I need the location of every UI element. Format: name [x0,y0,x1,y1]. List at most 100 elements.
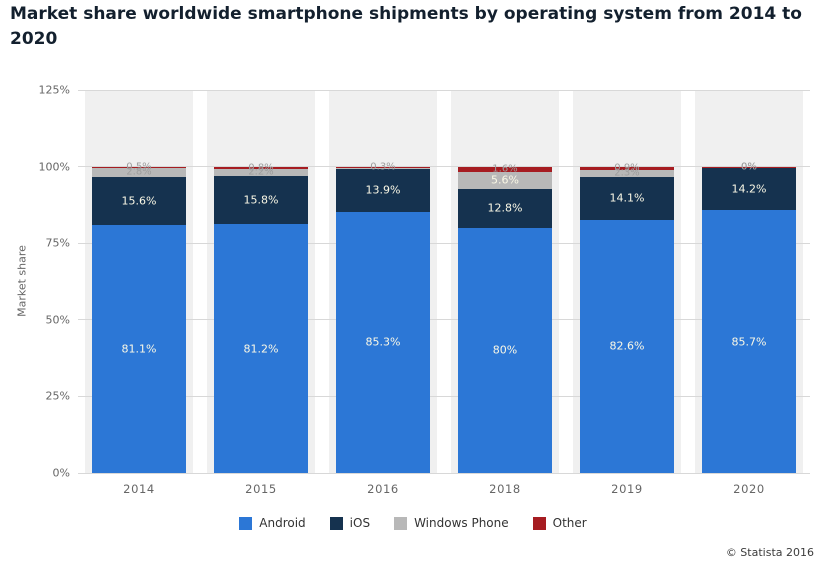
bar-segment-windows-phone-2018: 5.6% [457,171,553,189]
y-axis-tick: 125% [38,83,70,97]
gridline [78,395,810,397]
legend-label: Windows Phone [414,516,509,530]
x-axis-label: 2019 [611,482,643,496]
bar-stack: 81.1% 15.6% 2.8% 0.5% [91,90,187,473]
bar-segment-windows-phone-2016 [335,167,431,170]
legend-item-windows-phone: Windows Phone [394,516,509,530]
bar-segment-windows-phone-2014: 2.8% [91,167,187,178]
bar-segment-ios-2014: 15.6% [91,176,187,225]
value-label: 0% [741,161,757,173]
column: 80% 12.8% 5.6% 1.6% [444,90,566,473]
gridline [78,319,810,321]
bar-segment-android-2014: 81.1% [91,224,187,473]
column-band: 80% 12.8% 5.6% 1.6% [450,90,560,473]
gridline [78,89,810,91]
legend-item-android: Android [239,516,306,530]
value-label: 15.8% [243,193,279,207]
columns: 81.1% 15.6% 2.8% 0.5% 81.2% 15.8% 2.2% 0.8% 85.3… [78,90,810,473]
bar-segment-ios-2019: 14.1% [579,176,675,220]
legend-label: Android [259,516,306,530]
y-axis-tick: 100% [38,160,70,174]
column-band: 81.1% 15.6% 2.8% 0.5% [84,90,194,473]
copyright: © Statista 2016 [725,546,814,559]
bar-segment-other-2019: 0.9% [579,163,675,174]
value-label: 15.6% [121,194,157,208]
value-label: 0.5% [126,161,152,173]
bar-segment-ios-2020: 14.2% [701,166,797,211]
value-label: 14.2% [731,182,767,196]
legend-swatch [239,516,253,530]
value-label: 81.1% [121,342,157,356]
gridline [78,242,810,244]
x-axis-label: 2020 [733,482,765,496]
legend: Android iOS Windows Phone Other [0,516,826,530]
value-label: 0% [741,161,757,173]
chart-title: Market share worldwide smartphone shipme… [10,4,802,49]
column: 81.1% 15.6% 2.8% 0.5% [78,90,200,473]
gridline [78,166,810,168]
value-label: 2.2% [248,166,274,178]
bar-segment-android-2016: 85.3% [335,211,431,473]
y-axis-tick: 25% [45,389,70,403]
y-axis: 0% 25% 50% 75% 100% 125% [0,84,70,480]
gridline [78,472,810,474]
bar-segment-windows-phone-2015: 2.2% [213,166,309,178]
legend-item-other: Other [532,516,587,530]
column: 82.6% 14.1% 2.3% 0.9% [566,90,688,473]
bar-segment-other-2018: 1.6% [457,163,553,175]
value-label: 2.3% [614,167,640,179]
value-label: 85.7% [731,335,767,349]
bar-segment-ios-2016: 13.9% [335,169,431,212]
value-label: 82.6% [609,339,645,353]
bar-segment-android-2019: 82.6% [579,219,675,473]
value-label: 0.8% [248,162,274,174]
bar-segment-other-2015: 0.8% [213,162,309,173]
bar-stack: 85.3% 13.9% 0.3% [335,90,431,473]
bar-segment-android-2018: 80% [457,227,553,473]
value-label: 0.3% [370,161,396,173]
bar-stack: 85.7% 14.2% 0% 0% [701,90,797,473]
y-axis-tick: 0% [52,466,70,480]
value-label: 85.3% [365,335,401,349]
column: 81.2% 15.8% 2.2% 0.8% [200,90,322,473]
y-axis-tick: 50% [45,313,70,327]
value-label: 12.8% [487,201,523,215]
bar-stack: 82.6% 14.1% 2.3% 0.9% [579,90,675,473]
legend-label: Other [552,516,587,530]
column-band: 85.3% 13.9% 0.3% [328,90,438,473]
value-label: 0.9% [614,162,640,174]
value-label: 80% [492,343,518,357]
x-axis-label: 2018 [489,482,521,496]
column: 85.7% 14.2% 0% 0% [688,90,810,473]
bar-segment-windows-phone-2019: 2.3% [579,167,675,179]
column-band: 81.2% 15.8% 2.2% 0.8% [206,90,316,473]
legend-swatch [532,516,546,530]
x-axis: 2014 2015 2016 2018 2019 2020 [78,482,810,496]
value-label: 1.6% [492,163,518,175]
x-axis-label: 2016 [367,482,399,496]
value-label: 5.6% [491,173,519,187]
bar-segment-ios-2015: 15.8% [213,175,309,225]
bar-segment-android-2020: 85.7% [701,210,797,473]
x-axis-label: 2014 [123,482,155,496]
legend-item-ios: iOS [329,516,371,530]
bar-stack: 81.2% 15.8% 2.2% 0.8% [213,90,309,473]
x-axis-label: 2015 [245,482,277,496]
bar-segment-android-2015: 81.2% [213,224,309,473]
value-label: 13.9% [365,183,401,197]
plot-area: 81.1% 15.6% 2.8% 0.5% 81.2% 15.8% 2.2% 0.8% 85.3… [78,89,810,474]
column-band: 82.6% 14.1% 2.3% 0.9% [572,90,682,473]
bar-segment-ios-2018: 12.8% [457,188,553,228]
column: 85.3% 13.9% 0.3% [322,90,444,473]
value-label: 81.2% [243,342,279,356]
value-label: 14.1% [609,191,645,205]
column-band: 85.7% 14.2% 0% 0% [694,90,804,473]
bar-segment-other-2014: 0.5% [91,162,187,173]
legend-label: iOS [349,516,371,530]
bar-stack: 80% 12.8% 5.6% 1.6% [457,90,553,473]
legend-swatch [329,516,343,530]
bar-segment-other-2016: 0.3% [335,162,431,173]
legend-swatch [394,516,408,530]
y-axis-tick: 75% [45,236,70,250]
